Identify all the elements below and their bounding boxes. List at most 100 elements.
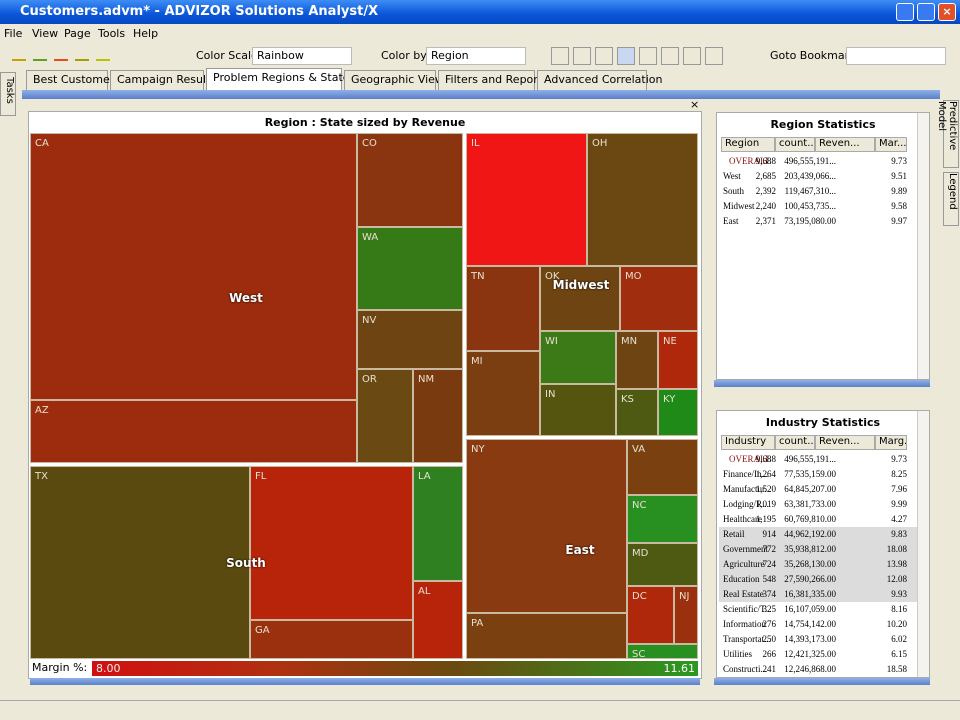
tab[interactable]: Problem Regions & States	[206, 68, 355, 91]
menu-item[interactable]: File	[4, 27, 23, 40]
treemap-cell[interactable]: SC	[627, 644, 698, 660]
treemap-cell[interactable]: MD	[627, 543, 698, 586]
column-header[interactable]: Region	[721, 137, 775, 152]
table-cell[interactable]: OVERALL	[729, 454, 771, 464]
toolbar-button[interactable]	[54, 49, 68, 61]
menu-item[interactable]: Page	[64, 27, 91, 40]
color-by-combo[interactable]: Region	[426, 47, 526, 65]
treemap-cell[interactable]: OH	[587, 133, 698, 266]
treemap-cell[interactable]: AL	[413, 581, 463, 659]
table-cell[interactable]: Education	[723, 574, 760, 584]
treemap-cell[interactable]: WA	[357, 227, 463, 310]
table-cell[interactable]: Constructi...	[723, 664, 768, 674]
treemap-cell[interactable]: MI	[466, 351, 540, 436]
menu-item[interactable]: View	[32, 27, 59, 40]
toolbar-button[interactable]	[639, 47, 657, 65]
table-cell[interactable]: Retail	[723, 529, 745, 539]
column-header[interactable]: Mar...	[875, 137, 907, 152]
treemap-cell[interactable]: VA	[627, 439, 698, 495]
table-cell[interactable]: Scientific/T...	[723, 604, 772, 614]
toolbar-button[interactable]	[96, 49, 110, 61]
table-cell[interactable]: Healthcare	[723, 514, 762, 524]
treemap-cell[interactable]: IN	[540, 384, 616, 436]
maximize-button[interactable]	[917, 3, 935, 21]
toolbar-button[interactable]	[75, 49, 89, 61]
treemap-cell[interactable]: TX	[30, 466, 250, 659]
table-cell[interactable]: Transportat...	[723, 634, 771, 644]
table-cell[interactable]: East	[723, 216, 739, 226]
toolbar: Color Scale: Rainbow Color by: Region Goto B…	[0, 44, 960, 68]
treemap-cell[interactable]: CA	[30, 133, 357, 400]
treemap-cell[interactable]: NC	[627, 495, 698, 543]
toolbar-button[interactable]	[617, 47, 635, 65]
tab[interactable]: Geographic View	[344, 70, 444, 90]
state-label: SC	[632, 649, 646, 660]
table-cell[interactable]: Agriculture	[723, 559, 765, 569]
tab[interactable]: Campaign Results	[110, 70, 216, 90]
treemap-cell[interactable]: KS	[616, 389, 658, 436]
tab[interactable]: Filters and Reports	[438, 70, 548, 90]
toolbar-button[interactable]	[12, 49, 26, 61]
goto-bookmark-combo[interactable]	[846, 47, 946, 65]
toolbar-button[interactable]	[683, 47, 701, 65]
treemap-cell[interactable]: LA	[413, 466, 463, 581]
table-cell: 9,688	[755, 156, 776, 166]
treemap-cell[interactable]: NY	[466, 439, 627, 613]
toolbar-button[interactable]	[705, 47, 723, 65]
tasks-tab[interactable]: Tasks	[0, 72, 16, 116]
toolbar-button[interactable]	[33, 49, 47, 61]
close-button[interactable]: ×	[938, 3, 956, 21]
treemap-cell[interactable]: NM	[413, 369, 463, 463]
treemap-cell[interactable]: AZ	[30, 400, 357, 463]
treemap-cell[interactable]: GA	[250, 620, 413, 659]
treemap-cell[interactable]: WI	[540, 331, 616, 384]
state-label: MI	[471, 356, 483, 367]
color-scale-combo[interactable]: Rainbow	[252, 47, 352, 65]
treemap-cell[interactable]: TN	[466, 266, 540, 351]
close-button[interactable]: ×	[690, 98, 700, 111]
treemap-cell[interactable]: OK	[540, 266, 620, 331]
treemap-cell[interactable]: DC	[627, 586, 674, 644]
table-cell[interactable]: Finance/In...	[723, 469, 769, 479]
table-cell[interactable]: Government	[723, 544, 768, 554]
treemap-cell[interactable]: OR	[357, 369, 413, 463]
table-cell[interactable]: West	[723, 171, 741, 181]
treemap-cell[interactable]: KY	[658, 389, 698, 436]
menu-item[interactable]: Tools	[98, 27, 126, 40]
column-header[interactable]: Marg...	[875, 435, 907, 450]
treemap-cell[interactable]: MO	[620, 266, 698, 331]
table-cell[interactable]: South	[723, 186, 745, 196]
column-header[interactable]: count...	[775, 137, 815, 152]
table-cell[interactable]: Utilities	[723, 649, 752, 659]
treemap-cell[interactable]: IL	[466, 133, 587, 266]
toolbar-button[interactable]	[595, 47, 613, 65]
table-cell[interactable]: Midwest	[723, 201, 755, 211]
table-cell[interactable]: Manufactur...	[723, 484, 772, 494]
table-cell[interactable]: Real Estate	[723, 589, 764, 599]
tab[interactable]: Advanced Correlation	[537, 70, 663, 90]
menu-item[interactable]: Help	[133, 27, 159, 40]
treemap-cell[interactable]: PA	[466, 613, 627, 659]
treemap-cell[interactable]: CO	[357, 133, 463, 227]
table-cell[interactable]: Information	[723, 619, 766, 629]
treemap-cell[interactable]: MN	[616, 331, 658, 389]
tab[interactable]: Best Customers	[26, 70, 120, 90]
column-header[interactable]: Reven...	[815, 137, 875, 152]
treemap-cell[interactable]: NJ	[674, 586, 698, 644]
state-label: AZ	[35, 405, 49, 416]
minimize-button[interactable]	[896, 3, 914, 21]
side-tab[interactable]: Predictive Model	[936, 100, 959, 168]
column-header[interactable]: Industry	[721, 435, 775, 450]
table-cell: 9.89	[891, 186, 907, 196]
table-cell[interactable]: OVERALL	[729, 156, 771, 166]
treemap-cell[interactable]: FL	[250, 466, 413, 620]
toolbar-button[interactable]	[573, 47, 591, 65]
table-cell[interactable]: Lodging/R...	[723, 499, 769, 509]
side-tab[interactable]: Legend	[943, 172, 959, 226]
treemap-cell[interactable]: NE	[658, 331, 698, 389]
treemap-cell[interactable]: NV	[357, 310, 463, 369]
column-header[interactable]: count...	[775, 435, 815, 450]
toolbar-button[interactable]	[661, 47, 679, 65]
toolbar-button[interactable]	[551, 47, 569, 65]
column-header[interactable]: Reven...	[815, 435, 875, 450]
